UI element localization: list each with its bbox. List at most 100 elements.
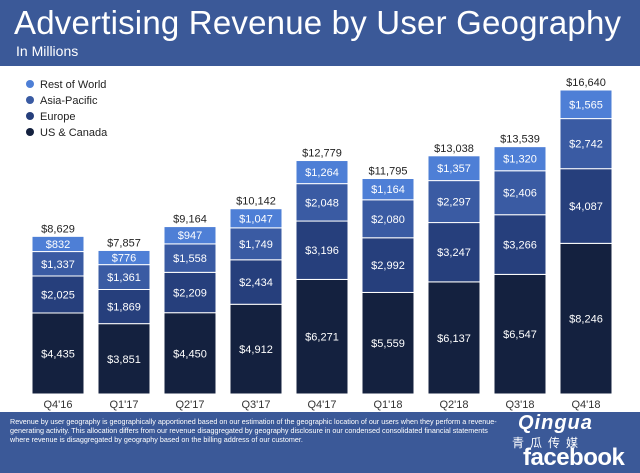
bar-segment	[163, 271, 217, 314]
segment-value-label: $1,869	[107, 302, 141, 314]
bar-segment	[163, 226, 217, 245]
x-tick-label: Q1'17	[109, 399, 138, 411]
bar-segment	[295, 220, 349, 280]
facebook-logo: facebook	[523, 444, 625, 471]
segment-value-label: $776	[112, 253, 136, 265]
legend-swatch	[26, 128, 34, 136]
bar-segment	[295, 160, 349, 185]
segment-value-label: $1,558	[173, 253, 207, 265]
segment-value-label: $5,559	[371, 338, 405, 350]
bar-segment	[361, 291, 415, 395]
segment-value-label: $1,337	[41, 259, 75, 271]
legend-swatch	[26, 96, 34, 104]
bar-segment	[427, 222, 481, 283]
segment-value-label: $1,320	[503, 154, 537, 166]
segment-value-label: $1,357	[437, 163, 471, 175]
segment-value-label: $4,912	[239, 344, 273, 356]
legend-entry: Rest of World	[40, 79, 106, 91]
total-value-label: $7,857	[107, 237, 141, 249]
legend-entry: Asia-Pacific	[40, 95, 98, 107]
segment-value-label: $3,266	[503, 240, 537, 252]
segment-value-label: $2,048	[305, 197, 339, 209]
segment-value-label: $2,434	[239, 277, 273, 289]
segment-value-label: $2,025	[41, 289, 75, 301]
bar-segment	[493, 146, 547, 172]
bar-segment	[163, 312, 217, 395]
bar-segment	[427, 281, 481, 395]
total-value-label: $12,779	[302, 148, 342, 160]
x-tick-label: Q4'17	[307, 399, 336, 411]
legend-swatch	[26, 112, 34, 120]
bar-segment	[229, 303, 283, 395]
segment-value-label: $1,264	[305, 167, 339, 179]
chart-subtitle: In Millions	[16, 43, 79, 59]
bar-segment	[97, 249, 151, 266]
segment-value-label: $4,435	[41, 348, 75, 360]
segment-value-label: $3,196	[305, 245, 339, 257]
segment-value-label: $2,992	[371, 260, 405, 272]
x-tick-label: Q2'18	[439, 399, 468, 411]
bar-segment	[229, 208, 283, 229]
bar-segment	[97, 289, 151, 325]
bar-segment	[427, 155, 481, 182]
bar-segment	[559, 118, 613, 170]
header-banner: Advertising Revenue by User Geography In…	[0, 0, 640, 66]
x-tick-label: Q3'17	[241, 399, 270, 411]
total-value-label: $11,795	[369, 166, 408, 178]
segment-value-label: $6,271	[305, 332, 339, 344]
segment-value-label: $1,361	[107, 272, 141, 284]
segment-value-label: $1,047	[239, 213, 273, 225]
x-tick-label: Q3'18	[505, 399, 534, 411]
segment-value-label: $947	[178, 230, 202, 242]
total-value-label: $13,038	[434, 143, 474, 155]
segment-value-label: $8,246	[569, 314, 603, 326]
segment-value-label: $2,297	[437, 197, 471, 209]
total-value-label: $13,539	[500, 134, 540, 146]
segment-value-label: $3,247	[437, 247, 471, 259]
stacked-bar-chart: $4,435 $2,025 $1,337 $832 $8,629 Q4'16 $3,851 $…	[26, 77, 613, 411]
bar-segment	[97, 323, 151, 395]
segment-value-label: $2,209	[173, 288, 207, 300]
legend-swatch	[26, 80, 34, 88]
segment-value-label: $1,565	[569, 99, 603, 111]
bar-segment	[427, 180, 481, 224]
bar-segment	[361, 178, 415, 201]
bar-segment	[559, 168, 613, 244]
x-tick-label: Q4'16	[43, 399, 72, 411]
bar-segment	[295, 278, 349, 395]
bar-segment	[361, 237, 415, 293]
bar-segment	[493, 273, 547, 395]
segment-value-label: $1,749	[239, 239, 273, 251]
bar-segment	[31, 235, 85, 253]
legend-entry: Europe	[40, 111, 75, 123]
bar-segment	[493, 214, 547, 275]
watermark-logo: Qingua	[518, 412, 593, 434]
bar-segment	[229, 227, 283, 261]
bar-segment	[559, 242, 613, 395]
segment-value-label: $2,406	[503, 188, 537, 200]
chart-title: Advertising Revenue by User Geography	[14, 4, 622, 41]
segment-value-label: $4,087	[569, 201, 603, 213]
segment-value-label: $6,547	[503, 329, 537, 341]
footnote: Revenue by user geography is geographica…	[10, 417, 497, 444]
bar-segment	[361, 199, 415, 239]
bar-segment	[559, 89, 613, 120]
total-value-label: $9,164	[173, 214, 207, 226]
total-value-label: $10,142	[236, 196, 276, 208]
segment-value-label: $3,851	[107, 354, 141, 366]
x-tick-label: Q4'18	[571, 399, 600, 411]
bar-segment	[493, 170, 547, 216]
segment-value-label: $4,450	[173, 348, 207, 360]
footer-banner: Revenue by user geography is geographica…	[0, 412, 640, 473]
legend-entry: US & Canada	[40, 127, 108, 139]
segment-value-label: $6,137	[437, 333, 471, 345]
segment-value-label: $1,164	[371, 184, 405, 196]
bar-segment	[31, 275, 85, 314]
bar-segment	[97, 264, 151, 290]
bar-segment	[295, 183, 349, 222]
x-tick-label: Q2'17	[175, 399, 204, 411]
watermark-subtext: 青瓜传媒	[512, 436, 585, 450]
bar-segment	[31, 312, 85, 395]
segment-value-label: $2,742	[569, 139, 603, 151]
segment-value-label: $832	[46, 239, 70, 251]
